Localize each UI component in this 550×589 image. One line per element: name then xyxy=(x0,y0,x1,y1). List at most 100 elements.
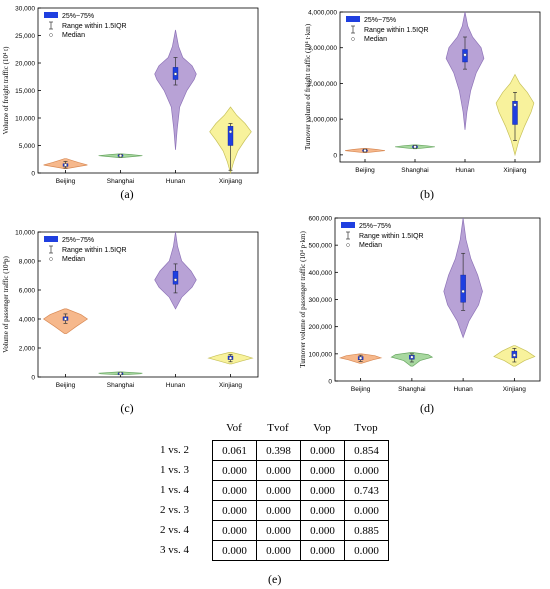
table-cell: 0.398 xyxy=(256,440,301,461)
y-tick-label: 10,000 xyxy=(15,230,35,237)
table-cell: 0.854 xyxy=(344,440,389,461)
x-tick-label: Xinjiang xyxy=(219,178,243,185)
table-col-header: Tvop xyxy=(354,422,378,434)
legend-median-label: Median xyxy=(359,242,382,249)
median-marker xyxy=(118,371,123,376)
median-marker xyxy=(512,353,517,357)
table-row: 0.000 0.000 0.000 0.000 xyxy=(212,460,389,481)
y-tick-label: 0 xyxy=(328,379,332,386)
y-tick-label: 0 xyxy=(31,171,35,178)
median-marker xyxy=(358,356,363,360)
iqr-box xyxy=(227,126,234,146)
y-tick-label: 100,000 xyxy=(309,351,333,358)
y-tick-label: 400,000 xyxy=(309,270,333,277)
panel-label-e: (e) xyxy=(268,572,282,586)
x-tick-label: Hunan xyxy=(455,167,475,174)
median-marker xyxy=(228,356,233,360)
table-row-label: 2 vs. 3 xyxy=(160,504,190,516)
y-axis-label: Turnover volume of freight traffic (10⁴ … xyxy=(304,23,312,150)
chart-panel-3: 0 2,000 4,000 6,000 8,000 10,000 Volume of pas… xyxy=(2,230,259,415)
median-marker xyxy=(118,154,123,158)
legend: 25%~75% Range within 1.5IQR Median xyxy=(341,222,424,249)
legend-range-label: Range within 1.5IQR xyxy=(364,27,429,34)
panel-label: (a) xyxy=(120,187,133,201)
median-marker xyxy=(228,130,233,134)
x-tick-label: Hunan xyxy=(166,382,186,389)
legend-range-label: Range within 1.5IQR xyxy=(359,233,424,240)
chart-panel-4: 0 100,000 200,000 300,000 400,000 500,000 600,… xyxy=(299,216,541,415)
y-tick-label: 5,000 xyxy=(19,143,36,150)
table-cell: 0.000 xyxy=(212,460,257,481)
table-row-label: 1 vs. 3 xyxy=(160,464,190,476)
table-row-label: 2 vs. 4 xyxy=(160,524,190,536)
legend-box-swatch xyxy=(44,236,58,242)
x-tick-label: Shanghai xyxy=(398,386,425,393)
legend-median-label: Median xyxy=(364,36,387,43)
median-marker xyxy=(461,289,465,294)
table-cell: 0.000 xyxy=(212,480,257,501)
table-cell: 0.000 xyxy=(300,440,345,461)
legend-box-swatch xyxy=(44,12,58,18)
y-axis-label: Volume of freight traffic (10⁴ t) xyxy=(2,46,10,135)
table-cell: 0.000 xyxy=(300,520,345,541)
y-tick-label: 6,000 xyxy=(19,288,36,295)
y-tick-label: 300,000 xyxy=(309,297,333,304)
x-tick-label: Beijing xyxy=(56,178,76,185)
plot-frame xyxy=(339,11,541,163)
table-col-header: Vop xyxy=(313,422,331,434)
table-cell: 0.061 xyxy=(212,440,257,461)
y-tick-label: 8,000 xyxy=(19,259,36,266)
table-cell: 0.743 xyxy=(344,480,389,501)
legend-median-label: Median xyxy=(62,256,85,263)
y-tick-label: 600,000 xyxy=(309,216,333,223)
median-marker xyxy=(463,53,467,57)
iqr-box xyxy=(460,274,466,303)
chart-panel-2: 0 1,000,000 2,000,000 3,000,000 4,000,000 Tur… xyxy=(304,10,541,201)
legend: 25%~75% Range within 1.5IQR Median xyxy=(44,12,127,39)
violin-hunan xyxy=(154,29,197,150)
table-cell: 0.000 xyxy=(256,540,301,561)
y-axis-label: Volume of passenger traffic (10⁴p) xyxy=(2,256,10,353)
table-cell: 0.885 xyxy=(344,520,389,541)
legend-box-label: 25%~75% xyxy=(62,237,94,244)
legend-box-swatch xyxy=(346,16,360,22)
table-row: 0.000 0.000 0.000 0.885 xyxy=(212,520,389,541)
median-marker xyxy=(363,148,367,153)
table-row: 0.000 0.000 0.000 0.000 xyxy=(212,540,389,561)
table-row: 0.000 0.000 0.000 0.743 xyxy=(212,480,389,501)
legend-range-label: Range within 1.5IQR xyxy=(62,247,127,254)
table-cell: 0.000 xyxy=(300,460,345,481)
table-row-label: 1 vs. 2 xyxy=(160,444,190,456)
violin-charts: 0 5,000 10,000 15,000 20,000 25,000 30,000 Volu… xyxy=(2,6,541,415)
p-value-table: 0.061 0.398 0.000 0.854 0.000 0.000 0.00… xyxy=(212,440,389,561)
chart-panel-1: 0 5,000 10,000 15,000 20,000 25,000 30,000 Volu… xyxy=(2,6,259,201)
y-tick-label: 15,000 xyxy=(15,88,35,95)
panel-label: (c) xyxy=(120,401,133,415)
table-col-header: Tvof xyxy=(267,422,289,434)
table-cell: 0.000 xyxy=(256,460,301,481)
x-tick-label: Hunan xyxy=(166,178,186,185)
legend-box-label: 25%~75% xyxy=(359,223,391,230)
table-cell: 0.000 xyxy=(300,540,345,561)
y-tick-label: 1,000,000 xyxy=(308,117,337,124)
x-tick-label: Beijing xyxy=(56,382,76,389)
table-cell: 0.000 xyxy=(256,480,301,501)
y-tick-label: 200,000 xyxy=(309,324,333,331)
legend-box-swatch xyxy=(341,222,355,228)
y-tick-label: 0 xyxy=(333,152,337,159)
y-tick-label: 4,000 xyxy=(19,317,36,324)
y-tick-label: 3,000,000 xyxy=(308,45,337,52)
median-marker xyxy=(410,355,414,359)
median-marker xyxy=(63,317,68,321)
legend-median-swatch xyxy=(346,243,350,247)
legend-median-label: Median xyxy=(62,32,85,39)
x-tick-label: Shanghai xyxy=(107,382,134,389)
table-cell: 0.000 xyxy=(344,500,389,521)
y-tick-label: 0 xyxy=(31,375,35,382)
median-marker xyxy=(173,278,178,282)
table-cell: 0.000 xyxy=(344,460,389,481)
median-marker xyxy=(513,103,517,107)
table-row-label: 3 vs. 4 xyxy=(160,544,190,556)
x-tick-label: Hunan xyxy=(454,386,474,393)
y-tick-label: 20,000 xyxy=(15,61,35,68)
